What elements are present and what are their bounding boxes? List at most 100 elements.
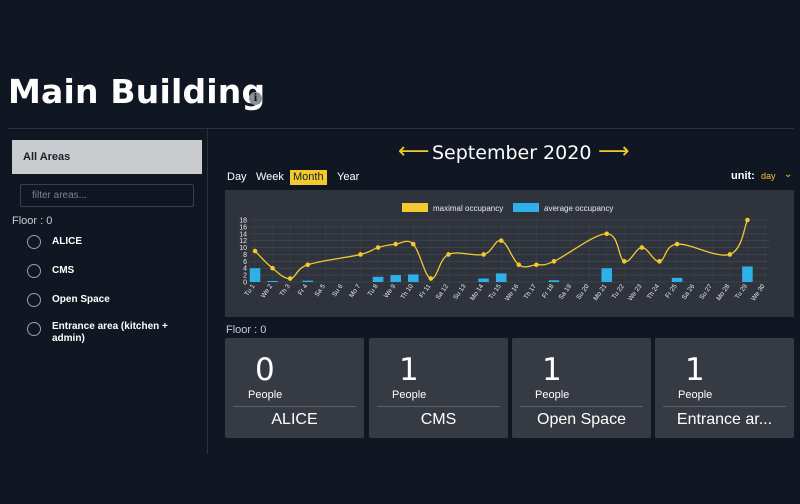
card-unit: People: [392, 389, 427, 401]
radio-button[interactable]: [27, 293, 41, 307]
filter-areas-input[interactable]: [20, 184, 194, 207]
max-occupancy-point: [410, 241, 416, 247]
max-occupancy-point: [498, 238, 504, 243]
max-occupancy-point: [287, 276, 293, 281]
x-tick-label: We 23: [627, 283, 644, 303]
x-tick-label: Tu 8: [367, 283, 380, 298]
x-tick-label: Sa 12: [435, 283, 451, 301]
area-item-entrance[interactable]: Entrance area (kitchen + admin): [27, 321, 202, 345]
x-tick-label: Mo 14: [469, 283, 485, 302]
card-count: 1: [685, 352, 705, 388]
y-tick-label: 6: [243, 259, 247, 266]
max-occupancy-point: [358, 252, 363, 257]
avg-occupancy-bar: [478, 278, 489, 282]
area-item-cms[interactable]: CMS: [27, 264, 202, 278]
max-occupancy-point: [516, 262, 522, 268]
max-occupancy-point: [270, 265, 275, 271]
max-occupancy-point: [657, 259, 662, 264]
max-occupancy-point: [727, 252, 733, 257]
avg-occupancy-bar: [390, 275, 401, 282]
area-item-label: CMS: [52, 265, 75, 276]
area-card-open-space[interactable]: 1 People Open Space: [512, 338, 651, 438]
max-occupancy-point: [639, 245, 645, 250]
x-tick-label: Mo 7: [348, 283, 362, 299]
card-divider: [663, 406, 786, 407]
card-name: Entrance ar...: [676, 411, 773, 428]
tab-month[interactable]: Month: [290, 170, 327, 185]
max-occupancy-point: [534, 262, 539, 268]
avg-occupancy-bar: [548, 280, 560, 282]
area-card-alice[interactable]: 0 People ALICE: [225, 338, 364, 438]
x-tick-label: Su 13: [452, 283, 468, 301]
y-tick-label: 2: [243, 273, 247, 280]
x-tick-label: Sa 19: [558, 283, 574, 301]
radio-button[interactable]: [27, 264, 41, 278]
x-tick-label: We 30: [750, 283, 767, 303]
x-tick-label: Mo 28: [715, 283, 731, 302]
max-occupancy-point: [375, 245, 381, 250]
x-tick-label: Su 20: [575, 283, 591, 301]
max-occupancy-point: [428, 276, 434, 281]
tab-year[interactable]: Year: [337, 171, 360, 183]
radio-button[interactable]: [27, 235, 41, 249]
y-tick-label: 10: [239, 245, 247, 252]
max-occupancy-point: [252, 248, 258, 254]
chevron-down-icon[interactable]: ⌄: [784, 169, 793, 180]
avg-occupancy-bar: [671, 277, 683, 282]
card-count: 1: [542, 352, 562, 388]
max-occupancy-point: [622, 259, 627, 264]
unit-select[interactable]: day: [761, 171, 776, 181]
area-item-label: Entrance area (kitchen + admin): [52, 321, 168, 344]
card-count: 0: [255, 352, 275, 388]
max-occupancy-line: [254, 219, 749, 280]
y-tick-label: 18: [239, 218, 247, 225]
area-item-alice[interactable]: ALICE: [27, 235, 202, 249]
all-areas-button[interactable]: All Areas: [12, 140, 202, 174]
area-card-entrance[interactable]: 1 People Entrance ar...: [655, 338, 794, 438]
max-occupancy-point: [393, 241, 398, 247]
avg-occupancy-bar: [601, 268, 612, 282]
card-divider: [377, 406, 500, 407]
max-occupancy-point: [604, 231, 610, 237]
next-month-arrow-icon[interactable]: ⟶: [598, 139, 630, 164]
x-tick-label: Th 24: [646, 283, 661, 301]
x-tick-label: Fr 25: [664, 283, 679, 300]
legend-label-max: maximal occupancy: [433, 204, 503, 213]
x-tick-label: Su 27: [698, 283, 714, 301]
card-divider: [233, 406, 356, 407]
avg-occupancy-bar: [249, 268, 261, 282]
main-floor-label: Floor : 0: [226, 324, 267, 336]
max-occupancy-point: [481, 252, 486, 257]
area-card-cms[interactable]: 1 People CMS: [369, 338, 508, 438]
card-name: ALICE: [271, 411, 318, 428]
x-tick-label: Sa 26: [681, 283, 697, 301]
card-name: CMS: [420, 411, 457, 428]
card-divider: [520, 406, 643, 407]
radio-button[interactable]: [27, 322, 41, 336]
sidebar-floor-label: Floor : 0: [12, 215, 53, 227]
avg-occupancy-bar: [372, 276, 384, 282]
prev-month-arrow-icon[interactable]: ⟵: [398, 139, 430, 164]
x-tick-label: Sa 5: [314, 283, 328, 298]
y-tick-label: 8: [243, 252, 247, 259]
x-tick-label: Fr 4: [297, 283, 310, 297]
area-item-label: ALICE: [52, 236, 82, 247]
info-icon[interactable]: i: [249, 92, 262, 105]
x-tick-label: Tu 29: [734, 283, 749, 301]
max-occupancy-point: [674, 241, 680, 247]
card-name: Open Space: [537, 411, 626, 428]
card-unit: People: [678, 389, 713, 401]
header-divider: [8, 128, 794, 129]
x-tick-label: Tu 22: [611, 283, 626, 301]
max-occupancy-point: [446, 252, 451, 257]
tab-day[interactable]: Day: [227, 171, 247, 183]
x-tick-label: We 2: [260, 283, 275, 300]
x-tick-label: We 9: [383, 283, 398, 300]
y-tick-label: 4: [243, 266, 247, 273]
avg-occupancy-bar: [495, 273, 507, 282]
area-item-open-space[interactable]: Open Space: [27, 293, 202, 307]
card-count: 1: [399, 352, 419, 388]
y-tick-label: 0: [243, 280, 247, 287]
tab-week[interactable]: Week: [256, 171, 284, 183]
